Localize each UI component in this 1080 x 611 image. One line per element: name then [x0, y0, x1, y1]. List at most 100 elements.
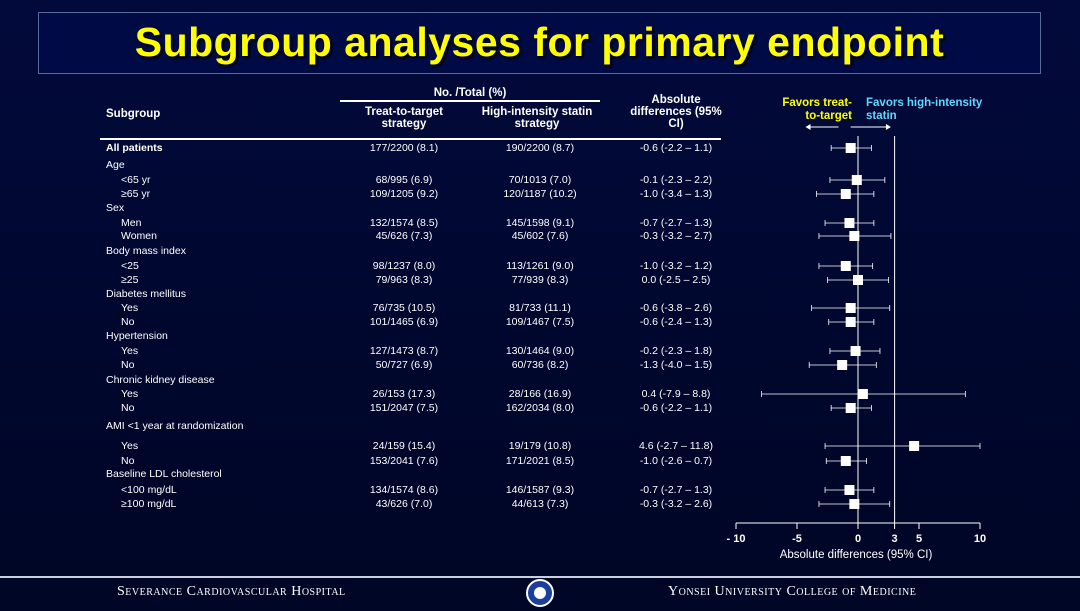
row-treat-to-target: 68/995 (6.9) — [375, 174, 433, 186]
row-treat-to-target: 134/1574 (8.6) — [369, 484, 439, 496]
row-high-intensity: 81/733 (11.1) — [509, 302, 571, 314]
x-tick-label: 3 — [892, 533, 898, 545]
favors-left-arrowhead-icon — [805, 124, 811, 130]
slide-title: Subgroup analyses for primary endpoint — [134, 19, 945, 65]
x-tick-label: -5 — [792, 533, 802, 545]
row-high-intensity: 77/939 (8.3) — [511, 274, 569, 286]
row-label: No — [121, 316, 135, 328]
row-high-intensity: 120/1187 (10.2) — [503, 188, 577, 200]
row-treat-to-target: 109/1205 (9.2) — [369, 188, 439, 200]
row-label: Diabetes mellitus — [106, 288, 186, 300]
row-abs-diff: -1.0 (-2.6 – 0.7) — [639, 455, 713, 467]
x-tick-label: 10 — [974, 533, 986, 545]
row-high-intensity: 28/166 (16.9) — [508, 388, 572, 400]
row-treat-to-target: 43/626 (7.0) — [375, 498, 433, 510]
header-treat-to-target: Treat-to-target strategy — [365, 106, 443, 130]
estimate-marker — [840, 261, 851, 271]
row-label: No — [121, 359, 135, 371]
x-tick-label: - 10 — [727, 533, 746, 545]
row-high-intensity: 109/1467 (7.5) — [505, 316, 575, 328]
estimate-marker — [853, 275, 863, 285]
estimate-marker — [849, 499, 860, 509]
row-label: ≥65 yr — [121, 188, 151, 200]
row-high-intensity: 19/179 (10.8) — [508, 440, 572, 452]
estimate-marker — [845, 303, 856, 313]
row-abs-diff: 4.6 (-2.7 – 11.8) — [639, 440, 713, 452]
row-abs-diff: -0.6 (-2.2 – 1.1) — [639, 402, 713, 414]
university-logo-icon — [526, 579, 554, 607]
row-abs-diff: -0.7 (-2.7 – 1.3) — [639, 217, 713, 229]
row-label: Yes — [121, 440, 139, 452]
row-treat-to-target: 24/159 (15.4) — [372, 440, 436, 452]
row-label: No — [121, 402, 135, 414]
slide-background — [0, 0, 1080, 576]
forest-plot: - 10 -5 0 3 5 10 Absolute differences (95% CI) — [727, 124, 986, 561]
header-underline — [340, 100, 600, 102]
row-high-intensity: 130/1464 (9.0) — [505, 345, 575, 357]
estimate-marker — [845, 317, 856, 327]
row-treat-to-target: 45/626 (7.3) — [375, 230, 433, 242]
row-abs-diff: -0.2 (-2.3 – 1.8) — [639, 345, 713, 357]
x-tick-label: 0 — [855, 533, 861, 545]
row-label: <25 — [121, 260, 139, 272]
estimate-marker — [844, 218, 855, 228]
row-treat-to-target: 132/1574 (8.5) — [369, 217, 439, 229]
row-high-intensity: 45/602 (7.6) — [511, 230, 569, 242]
row-treat-to-target: 151/2047 (7.5) — [369, 402, 439, 414]
x-axis-label: Absolute differences (95% CI) — [780, 549, 933, 561]
row-treat-to-target: 127/1473 (8.7) — [369, 345, 439, 357]
row-high-intensity: 146/1587 (9.3) — [505, 484, 575, 496]
row-high-intensity: 60/736 (8.2) — [511, 359, 569, 371]
row-high-intensity: 162/2034 (8.0) — [505, 402, 575, 414]
x-tick-label: 5 — [916, 533, 922, 545]
row-label: Baseline LDL cholesterol — [106, 468, 222, 480]
row-treat-to-target: 101/1465 (6.9) — [369, 316, 439, 328]
estimate-marker — [844, 485, 855, 495]
row-abs-diff: -0.3 (-3.2 – 2.7) — [639, 230, 713, 242]
favors-left-label: Favors treat-to-target — [782, 97, 852, 122]
row-abs-diff: 0.4 (-7.9 – 8.8) — [641, 388, 711, 400]
row-high-intensity: 171/2021 (8.5) — [505, 455, 575, 467]
row-label: Yes — [121, 345, 139, 357]
header-high-intensity: High-intensity statin strategy — [481, 106, 593, 130]
row-treat-to-target: 153/2041 (7.6) — [369, 455, 439, 467]
row-label: Hypertension — [106, 330, 168, 342]
footer-left: Severance Cardiovascular Hospital — [117, 584, 346, 599]
row-label: All patients — [106, 142, 163, 154]
title-box: Subgroup analyses for primary endpoint — [38, 12, 1041, 74]
favors-right-arrowhead-icon — [885, 124, 891, 130]
row-abs-diff: -0.6 (-2.4 – 1.3) — [639, 316, 713, 328]
header-divider — [100, 138, 721, 140]
row-label: Body mass index — [106, 245, 186, 257]
row-treat-to-target: 98/1237 (8.0) — [372, 260, 436, 272]
row-label: Sex — [106, 202, 125, 214]
row-label: No — [121, 455, 135, 467]
row-abs-diff: 0.0 (-2.5 – 2.5) — [641, 274, 711, 286]
row-treat-to-target: 177/2200 (8.1) — [369, 142, 439, 154]
estimate-marker — [857, 389, 868, 399]
row-abs-diff: -0.7 (-2.7 – 1.3) — [639, 484, 713, 496]
row-label: Men — [121, 217, 142, 229]
row-label: Yes — [121, 302, 139, 314]
row-high-intensity: 145/1598 (9.1) — [505, 217, 575, 229]
estimate-marker — [840, 456, 851, 466]
row-label: ≥100 mg/dL — [121, 498, 177, 510]
estimate-marker — [840, 189, 851, 199]
row-abs-diff: -1.3 (-4.0 – 1.5) — [639, 359, 713, 371]
row-treat-to-target: 79/963 (8.3) — [375, 274, 433, 286]
estimate-marker — [909, 441, 920, 451]
estimate-marker — [850, 346, 861, 356]
row-label: ≥25 — [121, 274, 139, 286]
row-abs-diff: -0.3 (-3.2 – 2.6) — [639, 498, 713, 510]
row-abs-diff: -0.6 (-2.2 – 1.1) — [639, 142, 713, 154]
row-abs-diff: -0.6 (-3.8 – 2.6) — [639, 302, 713, 314]
row-label: Chronic kidney disease — [106, 374, 215, 386]
row-label: <65 yr — [121, 174, 151, 186]
row-treat-to-target: 26/153 (17.3) — [372, 388, 436, 400]
row-high-intensity: 44/613 (7.3) — [511, 498, 569, 510]
row-high-intensity: 70/1013 (7.0) — [508, 174, 572, 186]
row-label: Yes — [121, 388, 139, 400]
row-high-intensity: 113/1261 (9.0) — [506, 260, 574, 272]
row-abs-diff: -1.0 (-3.4 – 1.3) — [639, 188, 713, 200]
header-abs-diff: Absolute differences (95% CI) — [630, 94, 722, 130]
